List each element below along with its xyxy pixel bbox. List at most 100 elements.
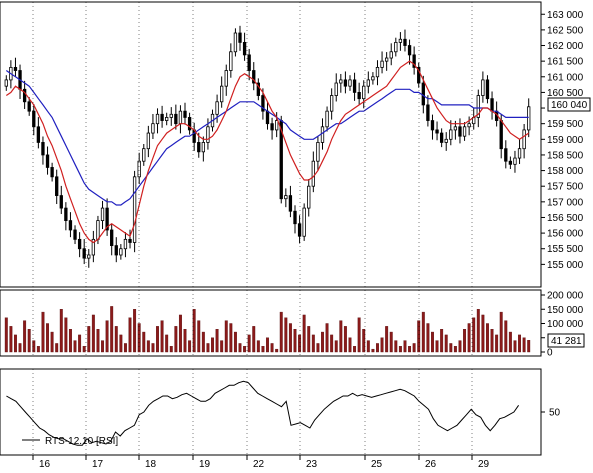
price-tick-label: 162 000 xyxy=(547,41,584,52)
volume-bar xyxy=(174,326,178,353)
candle-body xyxy=(325,110,329,128)
volume-bar xyxy=(169,346,173,353)
volume-bar xyxy=(105,320,109,353)
volume-bar xyxy=(458,340,462,353)
volume-bar xyxy=(183,329,187,353)
volume-bar xyxy=(522,337,526,353)
volume-bar xyxy=(41,311,45,353)
volume-bar xyxy=(431,331,434,353)
x-tick-label: 19 xyxy=(199,459,211,470)
candle-body xyxy=(59,195,63,209)
candle-body xyxy=(151,123,155,134)
candle-body xyxy=(41,142,45,156)
candle-body xyxy=(22,88,27,103)
candle-body xyxy=(458,126,462,137)
candle-body xyxy=(384,57,389,62)
volume-bar xyxy=(311,334,315,353)
candle-body xyxy=(261,95,265,112)
volume-bar xyxy=(220,340,224,353)
candle-body xyxy=(13,67,18,71)
candle-body xyxy=(275,120,279,131)
volume-tick-label: 100 000 xyxy=(547,319,584,330)
price-tick-labels: 163 000 162 500 162 000 161 500 161 000 160 5… xyxy=(547,10,584,271)
volume-bar xyxy=(486,323,489,353)
candle-body xyxy=(146,132,151,150)
volume-bar xyxy=(357,317,361,353)
volume-bar xyxy=(508,331,512,353)
x-axis: 16 17 18 19 22 23 25 26 29 xyxy=(0,2,541,470)
candle-body xyxy=(36,126,41,143)
volume-bar xyxy=(261,346,265,353)
volume-bar xyxy=(119,334,123,353)
candle-body xyxy=(201,142,206,153)
candle-body xyxy=(73,229,77,240)
price-tick-label: 159 500 xyxy=(547,119,584,130)
ma-fast-line xyxy=(5,60,530,244)
volume-bar xyxy=(188,340,192,353)
candle-body xyxy=(307,185,311,209)
volume-bar xyxy=(211,337,214,353)
price-tick-label: 162 500 xyxy=(547,25,584,36)
x-tick-label: 18 xyxy=(145,459,157,470)
volume-bar xyxy=(366,340,370,353)
candle-body xyxy=(453,126,458,131)
candle-body xyxy=(320,126,325,143)
candle-body xyxy=(252,70,256,84)
candle-body xyxy=(265,110,270,125)
candle-body xyxy=(407,45,412,56)
volume-bar xyxy=(36,346,40,353)
volume-bar xyxy=(4,317,8,353)
candle-body xyxy=(513,157,517,165)
candle-body xyxy=(490,98,494,112)
candle-body xyxy=(220,85,224,103)
volume-bar xyxy=(284,317,288,353)
volume-bar xyxy=(518,334,522,353)
candle-body xyxy=(302,207,306,237)
candle-body xyxy=(91,238,96,256)
candle-body xyxy=(197,142,201,153)
volume-bar xyxy=(46,323,49,353)
volume-bar xyxy=(192,309,196,353)
volume-bar xyxy=(343,326,347,353)
candle-body xyxy=(82,248,86,259)
candle-body xyxy=(224,70,228,87)
candle-body xyxy=(417,67,421,84)
candle-body xyxy=(96,220,100,240)
price-tick-label: 155 000 xyxy=(547,260,584,271)
candle-body xyxy=(178,110,183,125)
price-grid xyxy=(541,13,545,265)
volume-bar xyxy=(233,331,237,353)
x-tick-label: 29 xyxy=(478,459,490,470)
candle-body xyxy=(476,95,480,118)
candle-body xyxy=(155,113,160,125)
price-tick-label: 156 000 xyxy=(547,229,584,240)
price-tick-label: 157 000 xyxy=(547,197,584,208)
rsi-panel: 50 RTS-12.10 [RSI] xyxy=(0,368,561,456)
candle-body xyxy=(504,148,508,162)
volume-bar xyxy=(527,340,531,353)
candle-body xyxy=(123,238,128,250)
candle-body xyxy=(165,117,169,121)
candle-body xyxy=(357,92,361,100)
candle-body xyxy=(439,132,444,143)
volume-bar xyxy=(256,340,260,353)
volume-bar xyxy=(82,346,86,353)
volume-bar xyxy=(229,323,233,353)
volume-bar xyxy=(513,340,517,353)
candle-body xyxy=(284,195,288,200)
volume-bar xyxy=(68,329,72,353)
candle-body xyxy=(371,76,375,81)
candle-body xyxy=(215,101,219,115)
rsi-tick-labels: 50 xyxy=(549,408,561,419)
volume-bar xyxy=(160,320,164,353)
volume-bar xyxy=(426,323,430,353)
volume-bar xyxy=(490,329,494,353)
volume-bar xyxy=(325,323,329,353)
volume-bar xyxy=(394,340,398,353)
candle-body xyxy=(114,245,118,256)
volume-bar xyxy=(142,331,146,353)
candle-body xyxy=(77,238,82,250)
volume-bar xyxy=(87,326,91,353)
volume-bar xyxy=(330,334,334,353)
